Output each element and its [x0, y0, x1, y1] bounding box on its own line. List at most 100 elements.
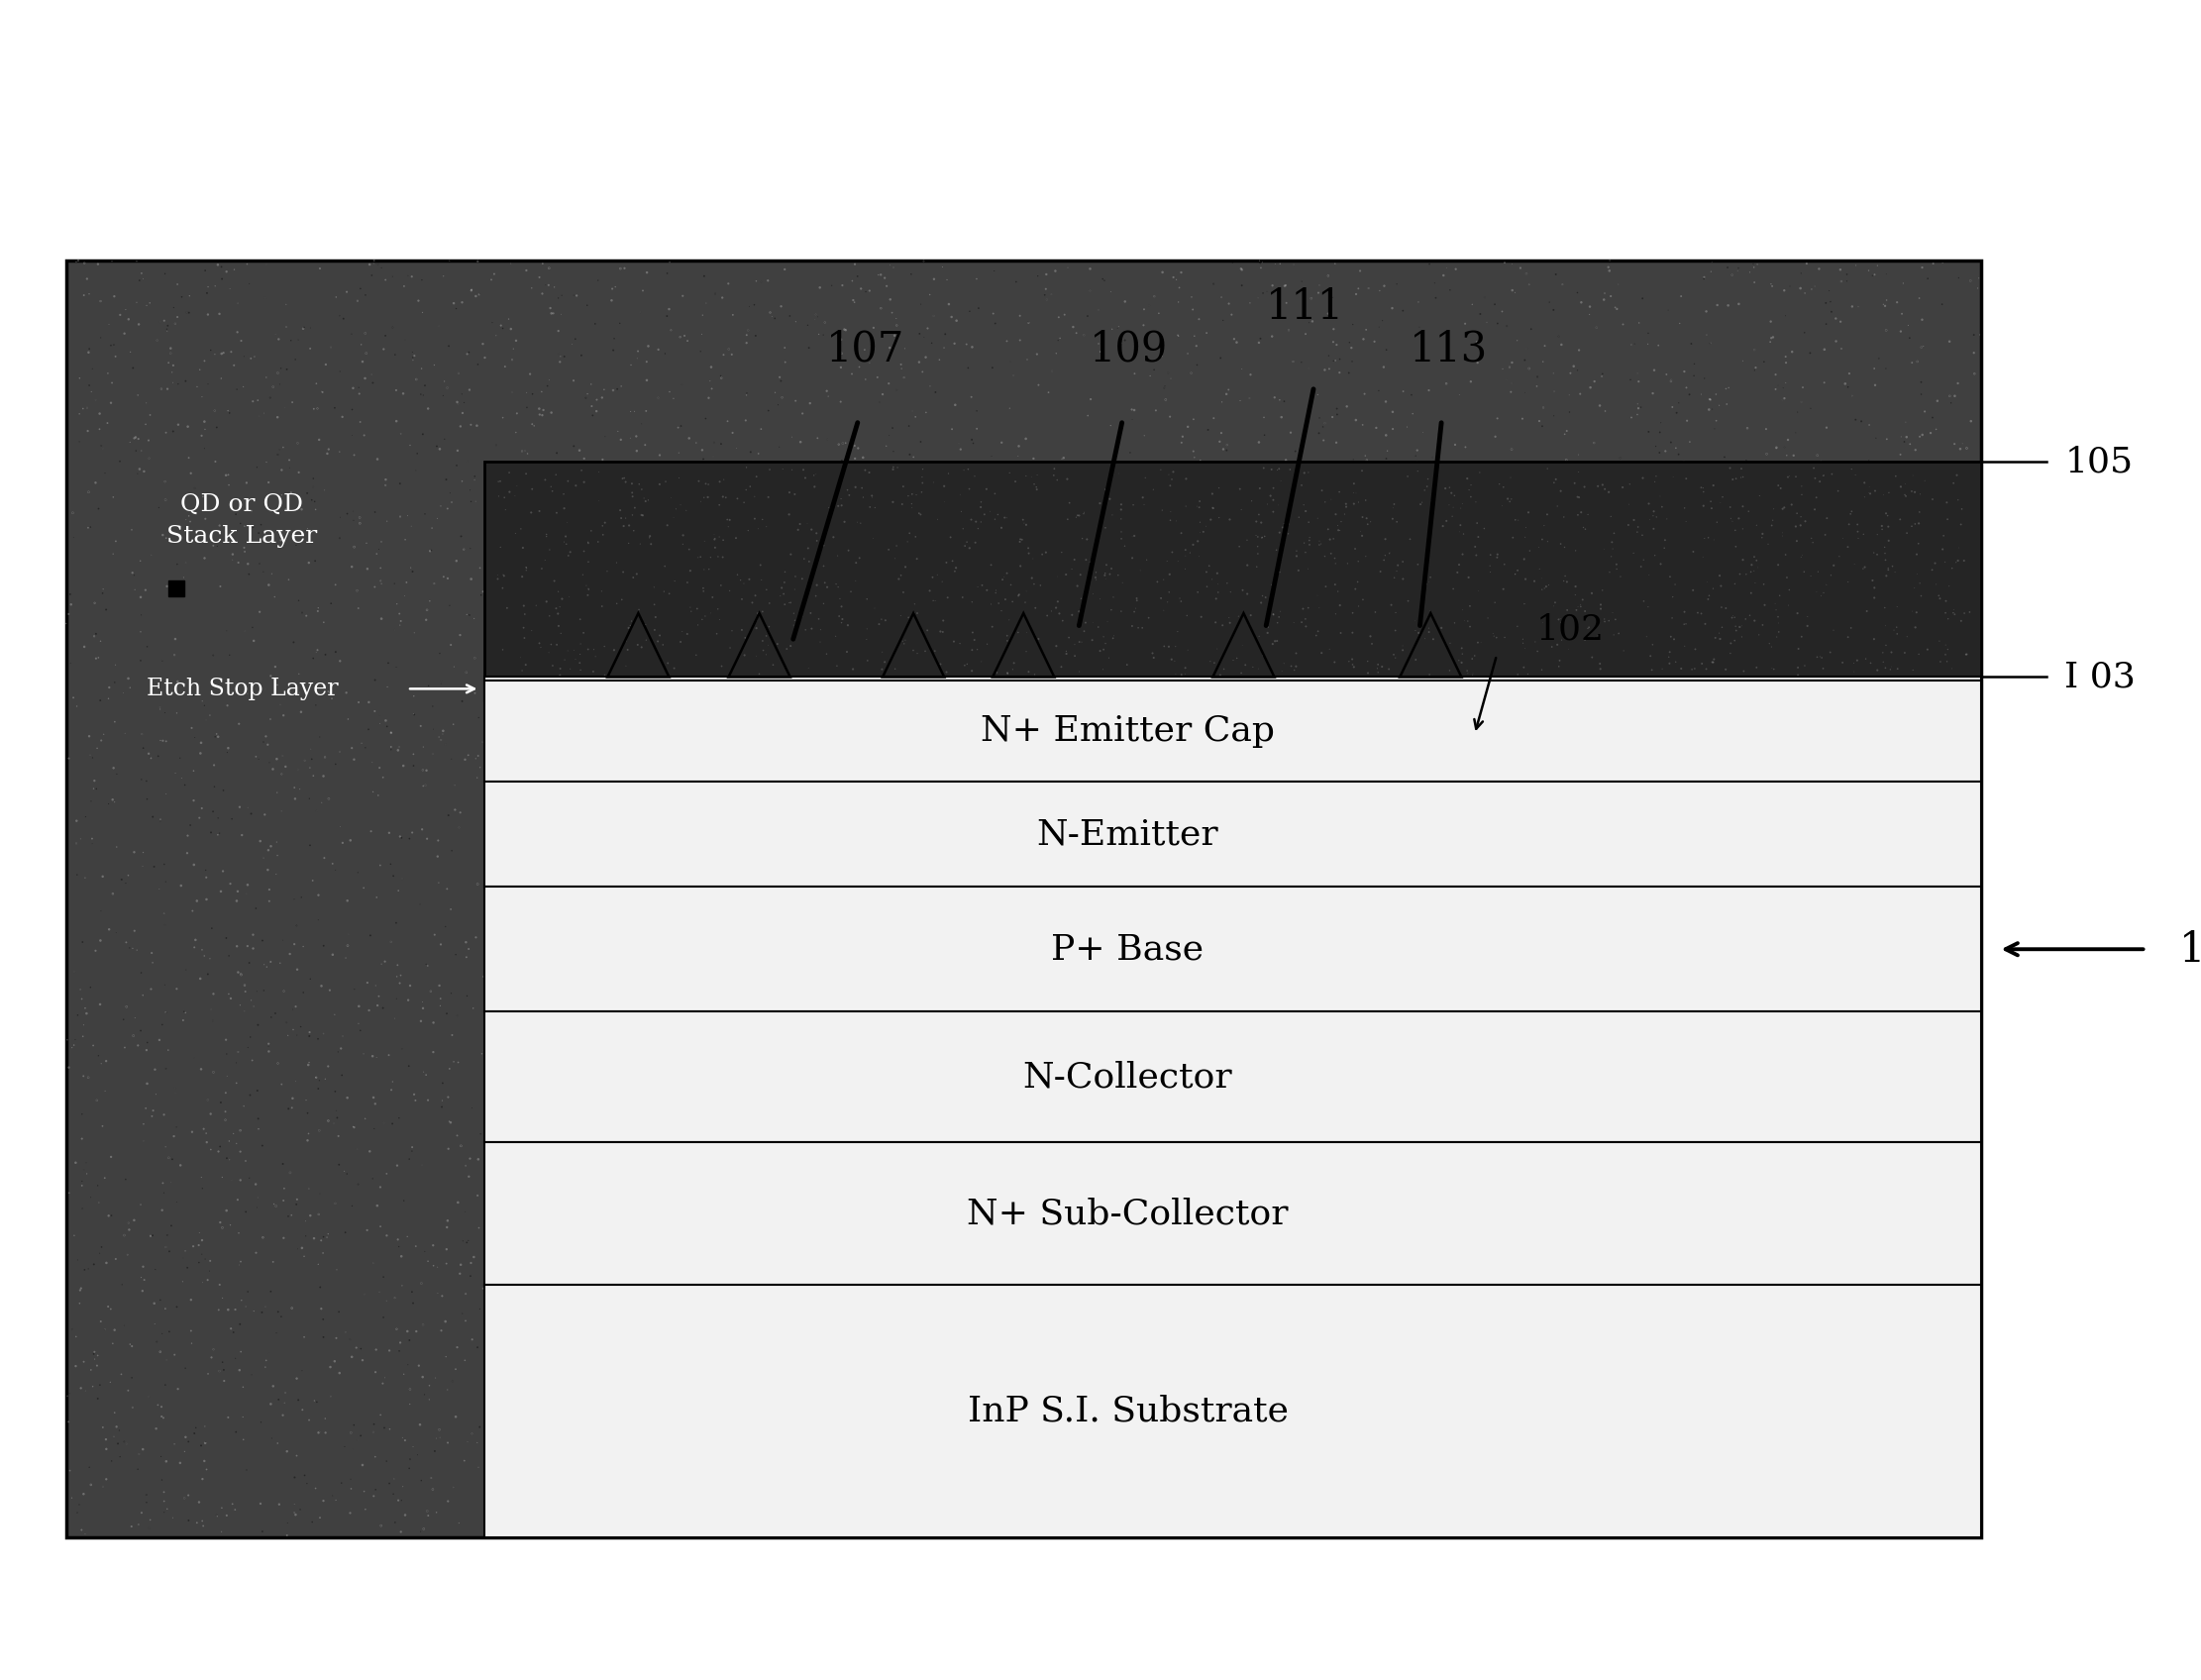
Point — [1230, 969, 1266, 996]
Point — [579, 643, 614, 670]
Point — [788, 486, 823, 512]
Point — [1631, 319, 1666, 346]
Point — [1131, 657, 1167, 684]
Point — [114, 1332, 150, 1359]
Point — [1023, 1092, 1059, 1119]
Point — [627, 556, 663, 583]
Point — [370, 1448, 405, 1475]
Point — [1398, 442, 1433, 469]
Point — [1162, 956, 1197, 983]
Point — [1477, 1218, 1512, 1245]
Point — [88, 1048, 123, 1075]
Point — [1008, 1107, 1043, 1134]
Point — [178, 887, 213, 914]
Point — [592, 887, 627, 914]
Point — [1032, 964, 1067, 991]
Point — [1913, 598, 1948, 625]
Point — [1829, 260, 1864, 287]
Point — [467, 1026, 502, 1053]
Point — [1281, 558, 1316, 585]
Point — [328, 1433, 363, 1460]
Point — [550, 509, 585, 536]
Point — [693, 353, 729, 380]
Point — [740, 615, 775, 642]
Point — [1010, 1055, 1045, 1082]
Point — [550, 637, 585, 664]
Point — [742, 771, 777, 798]
Point — [486, 822, 522, 848]
Point — [680, 1216, 715, 1243]
Point — [1030, 1173, 1065, 1200]
Point — [618, 1164, 654, 1191]
Point — [676, 482, 711, 509]
Point — [387, 1426, 423, 1453]
Point — [1752, 1142, 1787, 1169]
Point — [1532, 1067, 1567, 1094]
Point — [691, 701, 726, 727]
Point — [1715, 605, 1750, 632]
Point — [1723, 464, 1759, 491]
Point — [1699, 1482, 1734, 1509]
Point — [1345, 717, 1380, 744]
Point — [1369, 437, 1404, 464]
Point — [768, 1507, 803, 1534]
Point — [51, 1026, 86, 1053]
Point — [629, 1368, 665, 1394]
Point — [1655, 605, 1690, 632]
Point — [1107, 1463, 1142, 1490]
Point — [1494, 1431, 1530, 1458]
Point — [1470, 1431, 1505, 1458]
Point — [929, 534, 964, 561]
Point — [361, 702, 396, 729]
Point — [1745, 949, 1781, 976]
Point — [1523, 719, 1558, 746]
Point — [1745, 571, 1781, 598]
Point — [1312, 526, 1347, 553]
Point — [458, 746, 493, 773]
Point — [1677, 874, 1712, 900]
Point — [169, 840, 205, 867]
Point — [1334, 573, 1369, 600]
Point — [1653, 638, 1688, 665]
Point — [1737, 336, 1772, 363]
Point — [858, 613, 894, 640]
Point — [922, 650, 957, 677]
Point — [1230, 1307, 1266, 1334]
Point — [227, 618, 262, 645]
Point — [341, 380, 376, 407]
Point — [1886, 1312, 1921, 1339]
Point — [634, 1515, 669, 1542]
Point — [955, 588, 990, 615]
Point — [460, 870, 495, 897]
Point — [779, 643, 814, 670]
Point — [742, 771, 777, 798]
Point — [861, 612, 896, 638]
Point — [847, 457, 883, 484]
Point — [1664, 1231, 1699, 1258]
Point — [894, 480, 929, 507]
Point — [541, 318, 577, 344]
Point — [570, 637, 605, 664]
Point — [1107, 328, 1142, 354]
Point — [759, 1023, 795, 1050]
Point — [1321, 848, 1356, 875]
Point — [1008, 425, 1043, 452]
Point — [1915, 1307, 1950, 1334]
Point — [795, 1085, 830, 1112]
Point — [1611, 538, 1646, 564]
Point — [218, 1346, 253, 1373]
Point — [231, 1164, 266, 1191]
Point — [854, 906, 889, 932]
Point — [1728, 711, 1763, 738]
Point — [1305, 1126, 1340, 1152]
Point — [438, 941, 473, 968]
Point — [112, 934, 147, 961]
Point — [1715, 262, 1750, 289]
Point — [634, 786, 669, 813]
Point — [1343, 1347, 1378, 1374]
Point — [233, 344, 269, 371]
Point — [799, 304, 834, 331]
Point — [1565, 514, 1600, 541]
Point — [1693, 329, 1728, 356]
Point — [588, 662, 623, 689]
